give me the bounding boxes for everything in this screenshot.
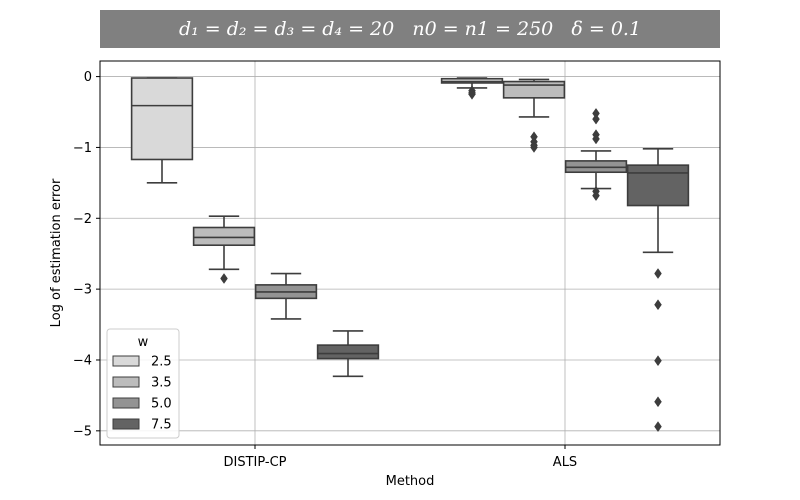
- legend-swatch: [112, 355, 140, 367]
- x-axis: DISTIP-CP ALS: [223, 445, 577, 470]
- y-tick-label: −1: [73, 141, 92, 156]
- legend-swatch: [112, 397, 140, 409]
- outlier-point: [654, 355, 662, 367]
- chart-title: d₁ = d₂ = d₃ = d₄ = 20 n0 = n1 = 250 δ =…: [100, 10, 720, 48]
- legend-item: 3.5: [112, 376, 172, 391]
- y-tick-label: −5: [73, 424, 92, 439]
- iqr-box: [130, 77, 194, 161]
- legend-item: 2.5: [112, 355, 172, 370]
- box-ALS-w5.0: [564, 107, 628, 202]
- y-tick-label: −3: [73, 283, 92, 298]
- outlier-point: [654, 268, 662, 279]
- legend-item: 5.0: [112, 397, 172, 412]
- y-axis: 0 −1 −2 −3 −4 −5: [73, 70, 100, 439]
- outlier-point: [592, 113, 600, 125]
- box-DISTIP-CP-w7.5: [316, 330, 380, 378]
- iqr-box: [502, 80, 566, 99]
- y-tick-label: −4: [73, 353, 92, 368]
- outlier-point: [654, 421, 662, 433]
- outlier-point: [468, 88, 476, 100]
- legend-label: 3.5: [151, 376, 172, 391]
- legend-label: 2.5: [151, 355, 172, 370]
- iqr-box: [626, 164, 690, 207]
- box-ALS-w2.5: [440, 77, 504, 100]
- y-tick-label: 0: [84, 70, 92, 85]
- x-tick-label: ALS: [553, 455, 577, 470]
- legend-swatch: [112, 418, 140, 430]
- y-axis-label: Log of estimation error: [49, 178, 64, 327]
- y-tick-label: −2: [73, 212, 92, 227]
- outlier-point: [220, 273, 228, 284]
- iqr-box: [316, 344, 380, 360]
- legend-label: 5.0: [151, 397, 172, 412]
- legend-label: 7.5: [151, 418, 172, 433]
- outlier-point: [592, 133, 600, 145]
- box-ALS-w3.5: [502, 78, 566, 153]
- outlier-point: [592, 190, 600, 202]
- iqr-box: [192, 226, 256, 247]
- x-tick-label: DISTIP-CP: [223, 455, 286, 470]
- box-DISTIP-CP-w2.5: [130, 77, 194, 184]
- legend-swatch: [112, 376, 140, 388]
- box-DISTIP-CP-w3.5: [192, 215, 256, 284]
- grid-lines: [100, 61, 720, 445]
- x-axis-label: Method: [386, 474, 435, 489]
- box-ALS-w7.5: [626, 148, 690, 433]
- outlier-point: [654, 299, 662, 311]
- legend-item: 7.5: [112, 418, 172, 433]
- legend: w2.5 3.5 5.0 7.5: [106, 328, 180, 439]
- boxes: [130, 77, 690, 433]
- outlier-point: [530, 141, 538, 153]
- legend-title: w: [138, 335, 149, 350]
- plot-frame: [99, 60, 721, 446]
- outlier-point: [654, 396, 662, 408]
- box-DISTIP-CP-w5.0: [254, 272, 318, 320]
